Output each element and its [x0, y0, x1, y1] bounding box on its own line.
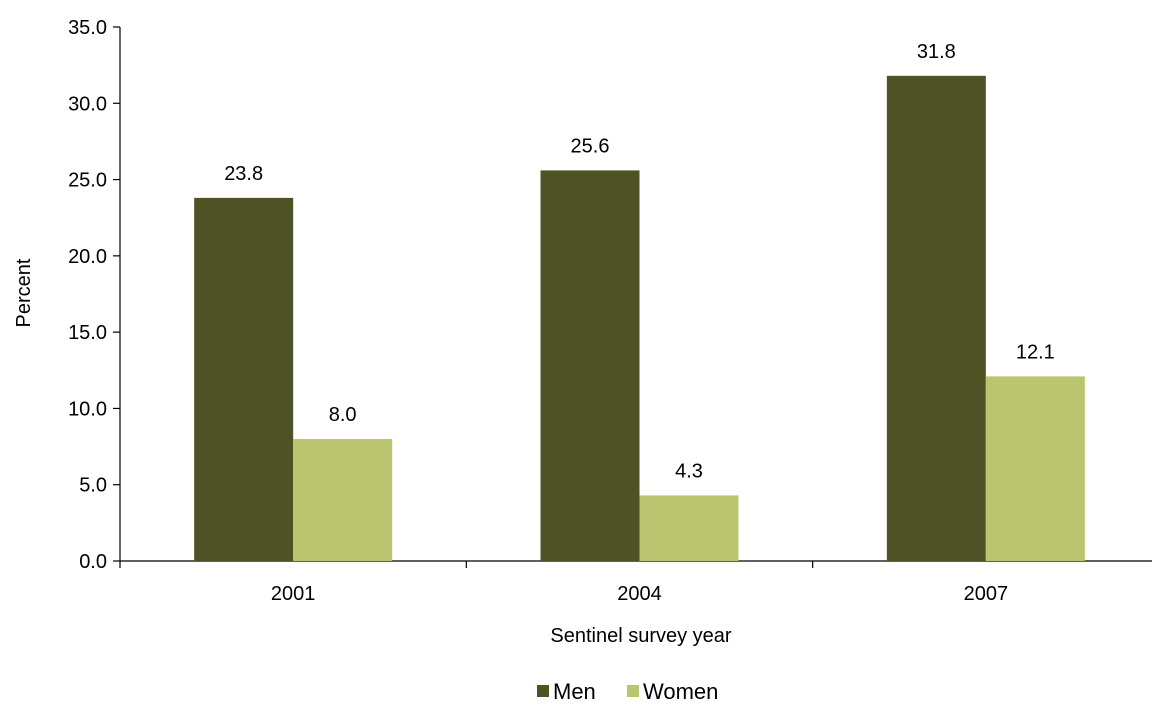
y-tick-label: 20.0 — [68, 246, 107, 268]
data-label: 4.3 — [675, 460, 703, 482]
bar-men-2007 — [886, 75, 986, 561]
y-axis: 0.0 5.0 10.0 15.0 20.0 25.0 30.0 35.0 — [68, 17, 121, 573]
y-tick-label: 35.0 — [68, 17, 107, 39]
bar-women-2004 — [639, 495, 739, 561]
data-label: 31.8 — [917, 41, 956, 63]
x-axis: 2001 2004 2007 — [119, 560, 1152, 605]
data-labels: 23.8 8.0 25.6 4.3 31.8 12.1 — [224, 41, 1055, 483]
legend: Men Women — [537, 679, 718, 704]
legend-swatch-men — [537, 685, 549, 697]
x-axis-title: Sentinel survey year — [550, 625, 732, 647]
x-tick-label: 2001 — [271, 583, 316, 605]
bar-men-2004 — [540, 170, 640, 561]
legend-label-women: Women — [643, 679, 718, 704]
data-label: 12.1 — [1016, 341, 1055, 363]
data-label: 8.0 — [329, 404, 357, 426]
legend-label-men: Men — [553, 679, 596, 704]
y-tick-label: 25.0 — [68, 170, 107, 192]
data-label: 25.6 — [571, 135, 610, 157]
bar-men-2001 — [194, 197, 294, 561]
y-tick-label: 5.0 — [79, 475, 107, 497]
legend-swatch-women — [627, 685, 639, 697]
bar-women-2007 — [985, 376, 1085, 561]
y-tick-label: 30.0 — [68, 93, 107, 115]
data-label: 23.8 — [224, 163, 263, 185]
y-axis-title: Percent — [13, 258, 35, 327]
x-tick-label: 2007 — [964, 583, 1009, 605]
y-tick-label: 0.0 — [79, 551, 107, 573]
y-tick-label: 15.0 — [68, 322, 107, 344]
x-tick-label: 2004 — [617, 583, 662, 605]
y-tick-label: 10.0 — [68, 398, 107, 420]
bar-women-2001 — [293, 438, 393, 561]
bars — [194, 75, 1085, 561]
